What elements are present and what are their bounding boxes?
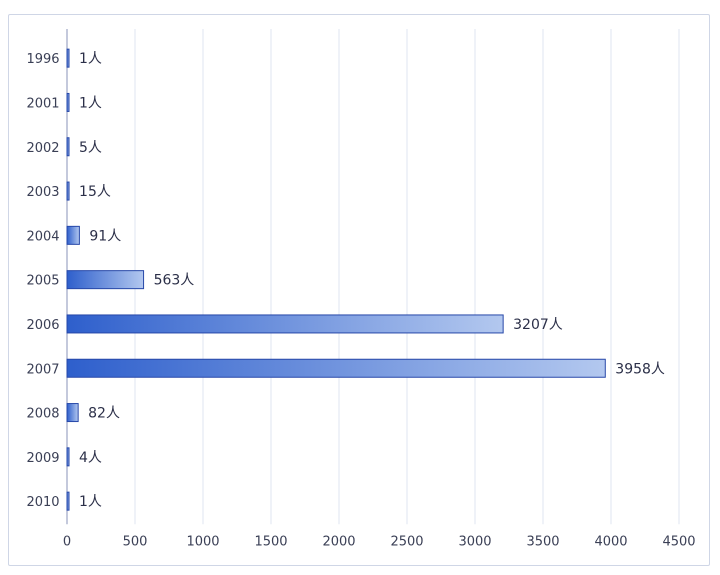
data-label: 5人 <box>79 140 102 156</box>
x-tick-label: 2000 <box>322 534 355 549</box>
x-tick-label: 4500 <box>662 534 695 549</box>
bar <box>66 181 70 201</box>
category-label: 2003 <box>26 185 59 200</box>
category-labels: 1996 2001 2002 2003 2004 2005 2006 2007 2008 2009… <box>26 52 59 510</box>
category-label: 2007 <box>26 362 59 377</box>
data-label: 563人 <box>154 273 195 289</box>
bar <box>66 447 70 467</box>
bar <box>66 403 79 423</box>
data-label: 1人 <box>79 95 102 111</box>
x-tick-label: 3000 <box>458 534 491 549</box>
bar <box>66 314 504 334</box>
data-label: 3207人 <box>513 317 563 333</box>
bar <box>66 270 145 290</box>
x-tick-label: 1000 <box>186 534 219 549</box>
category-label: 2004 <box>26 229 59 244</box>
data-label: 1人 <box>79 494 102 510</box>
chart-frame: 1996 2001 2002 2003 2004 2005 2006 2007 2008 2009… <box>8 14 710 566</box>
x-tick-label: 4000 <box>594 534 627 549</box>
data-label: 15人 <box>79 184 111 200</box>
category-label: 2008 <box>26 407 59 422</box>
x-tick-label: 1500 <box>254 534 287 549</box>
bar <box>66 358 606 378</box>
category-label: 2006 <box>26 318 59 333</box>
bar <box>66 491 70 511</box>
bar-chart: 1996 2001 2002 2003 2004 2005 2006 2007 2008 2009… <box>26 29 696 549</box>
category-label: 2010 <box>26 495 59 510</box>
data-label: 91人 <box>89 228 121 244</box>
bar <box>66 137 70 157</box>
data-label: 3958人 <box>615 361 665 377</box>
bar <box>66 92 70 112</box>
x-tick-labels: 0 500 1000 1500 2000 2500 3000 3500 4000 4500 <box>63 534 696 549</box>
category-label: 2001 <box>26 96 59 111</box>
data-label: 1人 <box>79 51 102 67</box>
x-tick-label: 0 <box>63 534 71 549</box>
category-label: 2005 <box>26 274 59 289</box>
x-tick-label: 500 <box>123 534 148 549</box>
data-labels: 1人 1人 5人 15人 91人 563人 3207人 3958人 82人 4人 1人 <box>79 51 665 510</box>
x-tick-label: 3500 <box>526 534 559 549</box>
category-label: 1996 <box>26 52 59 67</box>
bars <box>66 48 606 511</box>
grid-lines <box>66 29 680 525</box>
bar <box>66 48 70 68</box>
data-label: 82人 <box>88 406 120 422</box>
x-tick-label: 2500 <box>390 534 423 549</box>
bar <box>66 225 80 245</box>
data-label: 4人 <box>79 450 102 466</box>
category-label: 2002 <box>26 141 59 156</box>
category-label: 2009 <box>26 451 59 466</box>
